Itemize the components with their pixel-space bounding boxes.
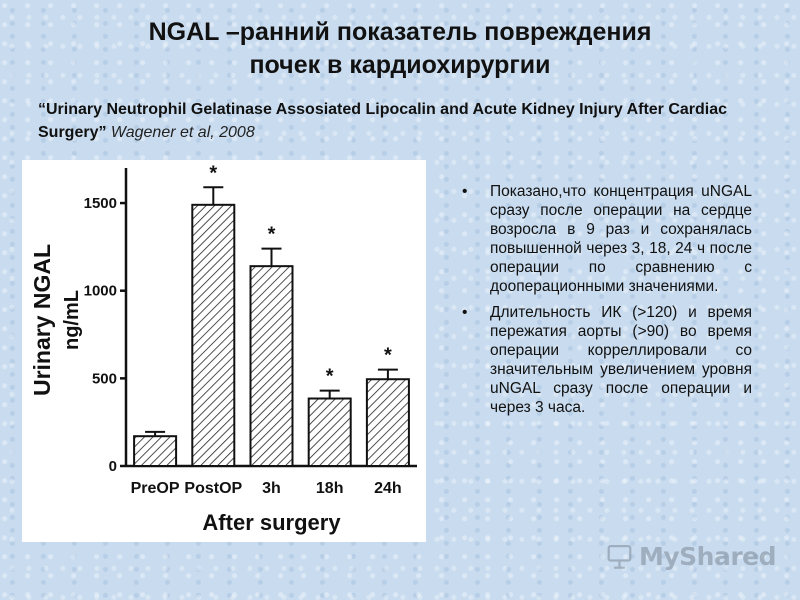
bar-3h xyxy=(249,265,294,467)
bullet-list: • Показано,что концентрация uNGAL сразу … xyxy=(462,182,752,424)
bar-24h xyxy=(365,378,410,468)
x-tick-label: 18h xyxy=(316,480,344,497)
bar-PreOP xyxy=(133,435,178,468)
bar-18h xyxy=(307,397,352,467)
x-tick-label: PostOP xyxy=(184,480,242,497)
bar-PostOP xyxy=(191,203,236,467)
significance-marker: * xyxy=(209,162,217,184)
watermark: MyShared xyxy=(606,538,777,574)
y-axis-unit-label: ng/mL xyxy=(61,290,83,350)
chart-panel: 0 500 1000 1500 Urinary NGAL ng/mL PreOP * PostO… xyxy=(22,160,426,542)
significance-marker: * xyxy=(384,345,392,367)
citation-quote: “Urinary Neutrophil Gelatinase Assosiate… xyxy=(38,101,728,141)
y-tick-label: 1000 xyxy=(84,283,117,300)
bullet-marker: • xyxy=(462,304,468,321)
bullet-text: Длительность ИК (>120) и время пережатия… xyxy=(490,304,752,416)
title-line-2: почек в кардиохирургии xyxy=(249,51,551,79)
y-tick-label: 1500 xyxy=(84,195,117,212)
bullet-item-1: • Показано,что концентрация uNGAL сразу … xyxy=(462,182,752,296)
watermark-text: MyShared xyxy=(638,541,777,571)
chart-labels: 0 500 1000 1500 Urinary NGAL ng/mL PreOP * PostO… xyxy=(29,162,402,535)
slide-title: NGAL –ранний показатель повреждения поче… xyxy=(0,16,800,82)
citation: “Urinary Neutrophil Gelatinase Assosiate… xyxy=(38,98,778,144)
ngal-bar-chart: 0 500 1000 1500 Urinary NGAL ng/mL PreOP * PostO… xyxy=(29,162,417,535)
presentation-board-icon xyxy=(607,544,632,569)
x-tick-label: PreOP xyxy=(131,480,180,497)
x-tick-label: 3h xyxy=(262,480,281,497)
bullet-marker: • xyxy=(462,183,468,200)
x-axis-label: After surgery xyxy=(202,510,341,535)
y-tick-label: 500 xyxy=(92,370,117,387)
title-line-1: NGAL –ранний показатель повреждения xyxy=(148,18,652,46)
y-axis-label: Urinary NGAL xyxy=(29,244,55,396)
bullet-text: Показано,что концентрация uNGAL сразу по… xyxy=(490,183,752,295)
significance-marker: * xyxy=(268,224,276,246)
y-tick-label: 0 xyxy=(109,458,117,475)
significance-marker: * xyxy=(326,366,334,388)
citation-author: Wagener et al, 2008 xyxy=(110,124,255,141)
chart-bars xyxy=(133,186,410,468)
x-tick-label: 24h xyxy=(374,480,402,497)
bullet-item-2: • Длительность ИК (>120) и время пережат… xyxy=(462,303,752,417)
